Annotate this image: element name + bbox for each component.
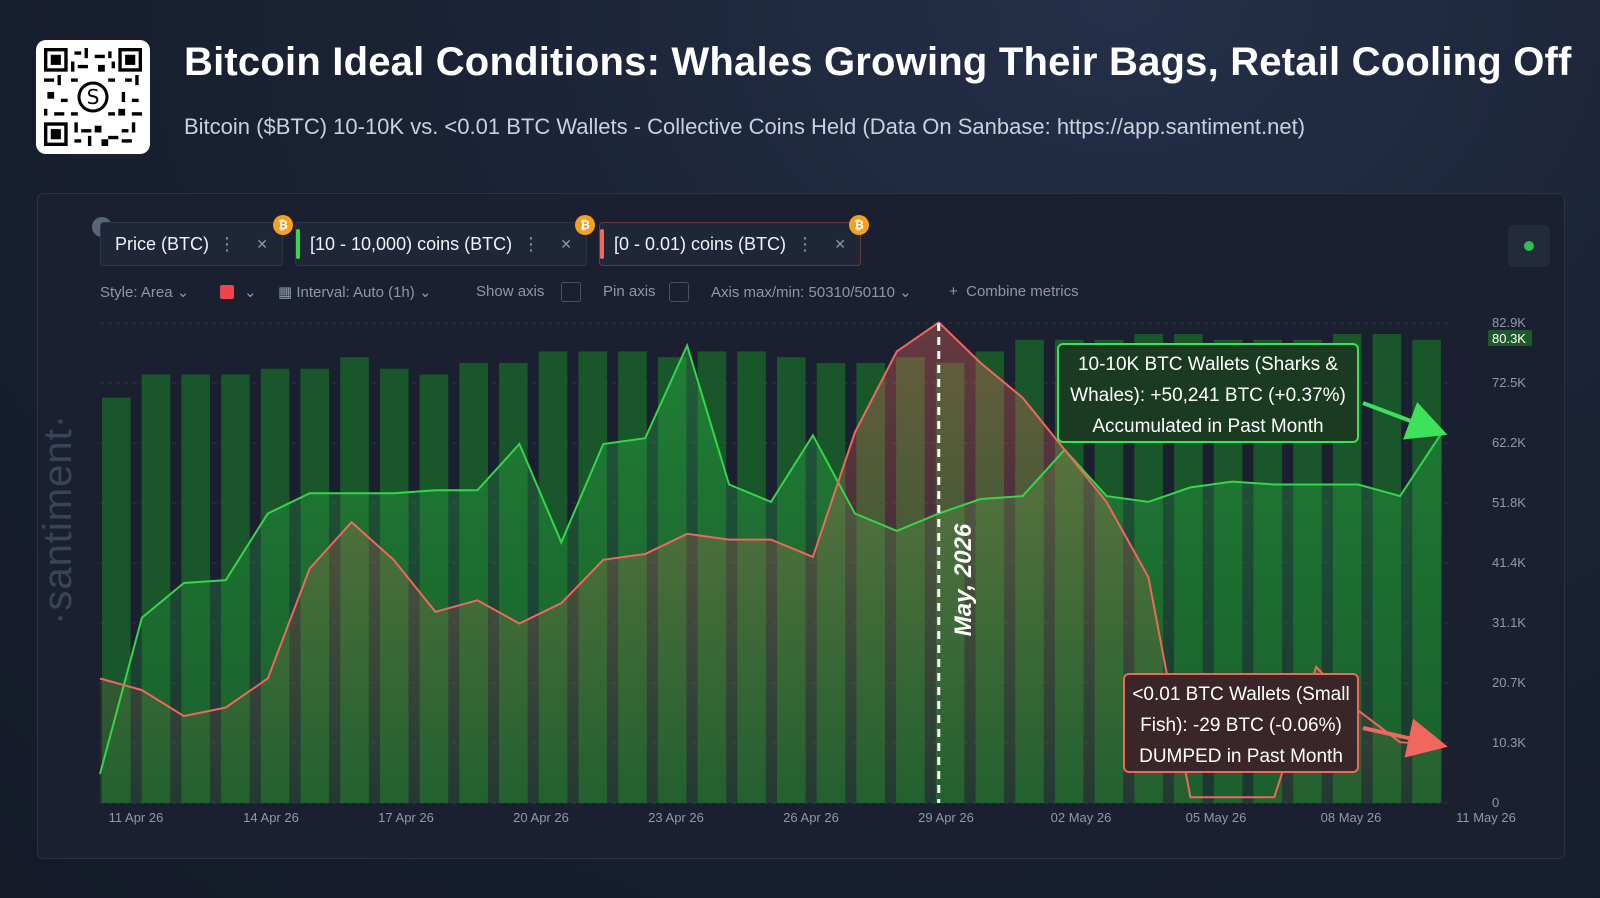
x-tick-label: 11 Apr 26 xyxy=(109,810,164,825)
bitcoin-icon: ₿ xyxy=(273,215,293,235)
red-arrow xyxy=(1362,718,1448,758)
combine-metrics-button[interactable]: + Combine metrics xyxy=(949,283,1079,300)
series-line xyxy=(99,342,1443,775)
plus-icon: + xyxy=(949,283,958,300)
x-tick-label: 20 Apr 26 xyxy=(513,810,569,825)
chevron-down-icon: ⌄ xyxy=(899,284,912,301)
x-tick-label: 26 Apr 26 xyxy=(783,810,839,825)
bitcoin-icon: ₿ xyxy=(849,215,869,235)
x-tick-label: 14 Apr 26 xyxy=(243,810,299,825)
combine-metrics-label: Combine metrics xyxy=(966,283,1079,300)
annotation-line: DUMPED in Past Month xyxy=(1139,746,1343,767)
more-options-icon[interactable]: ⋮ xyxy=(796,233,814,254)
color-swatch[interactable] xyxy=(220,285,234,299)
axis-maxmin-dropdown[interactable]: Axis max/min: 50310/50110 ⌄ xyxy=(711,283,912,301)
close-icon[interactable]: ✕ xyxy=(256,235,268,252)
bitcoin-icon: ₿ xyxy=(575,215,595,235)
metric-chip-label: [0 - 0.01) coins (BTC) xyxy=(614,233,787,254)
series-lines xyxy=(99,321,1443,799)
annotation-line: Whales): +50,241 BTC (+0.37%) xyxy=(1070,385,1346,406)
x-tick-label: 29 Apr 26 xyxy=(918,810,974,825)
show-axis-label: Show axis xyxy=(476,283,545,300)
pin-axis-checkbox[interactable] xyxy=(669,282,689,302)
x-tick-label: 17 Apr 26 xyxy=(378,810,434,825)
y-highlight-label: 80.3K xyxy=(1492,331,1526,346)
month-marker-label: May, 2026 xyxy=(950,523,977,636)
page-title: Bitcoin Ideal Conditions: Whales Growing… xyxy=(184,40,1572,84)
interval-label: Interval: Auto (1h) xyxy=(296,284,415,301)
x-tick-label: 05 May 26 xyxy=(1186,810,1247,825)
x-tick-label: 08 May 26 xyxy=(1321,810,1382,825)
y-tick-label: 31.1K xyxy=(1492,615,1526,630)
y-tick-label: 0 xyxy=(1492,795,1499,810)
status-dot-icon xyxy=(1524,241,1534,251)
svg-text:S: S xyxy=(87,85,100,109)
chevron-down-icon: ⌄ xyxy=(176,284,190,301)
y-tick-label: 82.9K xyxy=(1492,315,1526,330)
y-tick-label: 20.7K xyxy=(1492,675,1526,690)
green-arrow xyxy=(1362,401,1448,440)
metric-color-bar xyxy=(296,229,300,259)
y-tick-label: 51.8K xyxy=(1492,495,1526,510)
close-icon[interactable]: ✕ xyxy=(834,235,846,252)
annotation-line: <0.01 BTC Wallets (Small xyxy=(1132,684,1350,705)
style-label: Style: Area xyxy=(100,284,173,301)
month-marker: May, 2026 xyxy=(937,323,977,803)
more-options-icon[interactable]: ⋮ xyxy=(522,233,540,254)
y-tick-label: 72.5K xyxy=(1492,375,1526,390)
pin-axis-label: Pin axis xyxy=(603,283,656,300)
style-dropdown[interactable]: Style: Area ⌄ xyxy=(100,283,189,301)
axis-maxmin-label: Axis max/min: 50310/50110 xyxy=(711,284,895,301)
annotation-line: Accumulated in Past Month xyxy=(1092,416,1324,437)
y-tick-label: 62.2K xyxy=(1492,435,1526,450)
qr-code-image: S xyxy=(44,48,142,146)
more-options-icon[interactable]: ⋮ xyxy=(218,233,236,254)
y-highlight-badge xyxy=(1488,330,1532,347)
x-axis: 11 Apr 26 14 Apr 26 17 Apr 26 20 Apr 26 23 A… xyxy=(109,810,1516,825)
annotation-line: 10-10K BTC Wallets (Sharks & xyxy=(1077,354,1339,375)
metric-chip-label: [10 - 10,000) coins (BTC) xyxy=(310,233,513,254)
series-line xyxy=(99,321,1443,799)
annotation-small-fish: <0.01 BTC Wallets (Small Fish): -29 BTC … xyxy=(1123,673,1359,773)
series-areas xyxy=(100,322,1442,803)
x-tick-label: 23 Apr 26 xyxy=(648,810,704,825)
metric-chip-price[interactable]: Price (BTC) ⋮ ✕ xyxy=(100,222,283,266)
y-axis: 82.9K 72.5K 62.2K 51.8K 41.4K 31.1K 20.7K 10.3K… xyxy=(1488,315,1532,810)
interval-dropdown[interactable]: ▦ Interval: Auto (1h) ⌄ xyxy=(278,283,432,301)
metric-chip-small-fish[interactable]: [0 - 0.01) coins (BTC) ⋮ ✕ xyxy=(599,222,861,266)
settings-button[interactable] xyxy=(1508,225,1550,267)
qr-code: S xyxy=(36,40,150,154)
x-tick-label: 11 May 26 xyxy=(1456,810,1516,825)
y-tick-label: 41.4K xyxy=(1492,555,1526,570)
metric-chip-label: Price (BTC) xyxy=(115,233,209,254)
calendar-icon: ▦ xyxy=(278,284,293,301)
metric-color-bar xyxy=(600,229,604,259)
close-icon[interactable]: ✕ xyxy=(560,235,572,252)
series-area xyxy=(100,322,1442,803)
annotation-whales: 10-10K BTC Wallets (Sharks & Whales): +5… xyxy=(1057,343,1359,443)
chevron-down-icon: ⌄ xyxy=(418,284,432,301)
chevron-down-icon[interactable]: ⌄ xyxy=(244,284,257,301)
y-tick-label: 10.3K xyxy=(1492,735,1526,750)
metric-chip-whales[interactable]: [10 - 10,000) coins (BTC) ⋮ ✕ xyxy=(295,222,587,266)
show-axis-checkbox[interactable] xyxy=(561,282,581,302)
annotation-line: Fish): -29 BTC (-0.06%) xyxy=(1140,715,1342,736)
page-subtitle: Bitcoin ($BTC) 10-10K vs. <0.01 BTC Wall… xyxy=(184,114,1306,139)
x-tick-label: 02 May 26 xyxy=(1051,810,1112,825)
